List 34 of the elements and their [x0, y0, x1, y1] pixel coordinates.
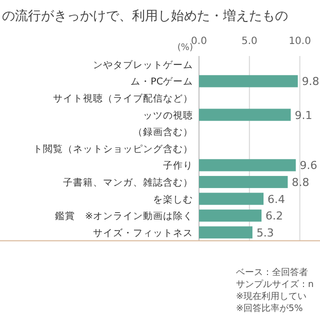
data-label: 9.1 — [294, 108, 312, 122]
x-tick-label: 10.0 — [288, 36, 311, 47]
y-tick-label: ト閲覧（ネットショッピング含む） — [33, 142, 193, 155]
data-label: 9.6 — [300, 159, 318, 172]
bar — [199, 75, 298, 88]
bar — [199, 210, 262, 222]
x-tick-label: 5.0 — [241, 36, 258, 47]
y-tick-label: （録画含む） — [133, 126, 193, 138]
bar — [199, 108, 291, 121]
text: ※現在利用してい — [236, 291, 307, 302]
y-tick-label: を楽しむ — [153, 193, 193, 206]
x-axis-title: (%) — [177, 43, 193, 53]
data-label: 8.8 — [292, 176, 310, 189]
bar — [199, 192, 264, 205]
text: ※回答比率が5% — [236, 303, 304, 314]
y-tick-label: サイト視聴（ライブ配信など） — [53, 92, 193, 104]
data-label: 5.3 — [256, 226, 274, 240]
y-tick-label: 子書籍、マンガ、雑誌含む） — [63, 176, 193, 188]
y-tick-label: ッツの視聴 — [143, 109, 193, 122]
y-tick-label: 鑑賞 ※オンライン動画は除く — [55, 210, 193, 222]
chart-title: の流行がきっかけで、利用し始めた・増えたもの — [2, 8, 288, 24]
data-label: 6.4 — [268, 192, 286, 206]
y-tick-label: ム・PCゲーム — [130, 76, 193, 88]
text: ベース：全回答者 — [236, 267, 308, 278]
x-tick-label: 0.0 — [191, 36, 207, 47]
bar — [199, 159, 296, 172]
data-label: 9.8 — [302, 75, 320, 88]
y-tick-label: 子作り — [163, 160, 193, 172]
y-tick-label: ンやタブレットゲーム — [93, 58, 193, 71]
text: サンプルサイズ：n — [236, 279, 314, 290]
bar — [199, 226, 252, 238]
data-label: 6.2 — [266, 210, 284, 223]
y-tick-label: サイズ・フィットネス — [93, 226, 193, 239]
bar — [199, 176, 288, 188]
